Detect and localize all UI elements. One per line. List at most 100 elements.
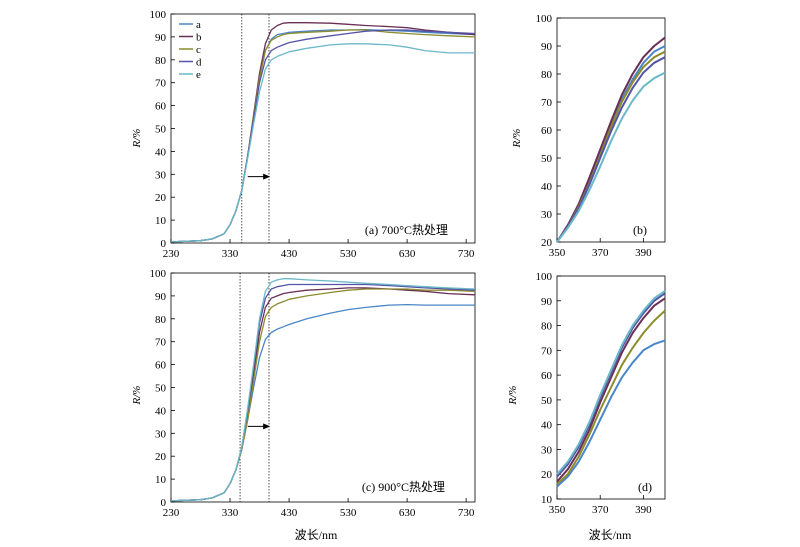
- x-axis-label-right: 波长/nm: [589, 528, 632, 542]
- y-tick-label: 50: [155, 383, 167, 395]
- y-tick-label: 70: [541, 97, 553, 109]
- arrow-head: [263, 173, 271, 180]
- series-line-a: [170, 303, 475, 502]
- series-line-e: [170, 43, 475, 243]
- x-tick-label: 330: [222, 248, 239, 260]
- y-tick-label: 20: [155, 451, 167, 463]
- y-axis-label: R/%: [131, 129, 143, 149]
- y-tick-label: 100: [150, 268, 167, 280]
- y-tick-label: 90: [541, 41, 553, 53]
- series-line-a: [170, 28, 476, 243]
- x-tick-label: 630: [399, 507, 416, 519]
- panel-annotation: (d): [638, 480, 652, 494]
- y-tick-label: 100: [536, 271, 553, 283]
- y-tick-label: 50: [541, 395, 553, 407]
- panel-d-zoom: 350 370 390 10 20 30 40 50 60 70 80 90 100 R/% (d): [507, 271, 666, 516]
- y-tick-label: 30: [155, 169, 167, 181]
- legend-label-e: e: [196, 69, 201, 81]
- y-tick-label: 0: [161, 497, 167, 509]
- panel-annotation: (c) 900°C热处理: [362, 480, 445, 494]
- y-tick-label: 20: [541, 237, 553, 249]
- x-tick-label: 630: [399, 248, 416, 260]
- series-line-b: [556, 297, 666, 483]
- x-tick-label: 330: [222, 507, 239, 519]
- y-tick-label: 40: [155, 405, 167, 417]
- series-line-d: [556, 292, 666, 478]
- y-tick-label: 0: [161, 238, 167, 250]
- y-axis-label: R/%: [511, 129, 523, 149]
- series-line-a: [556, 339, 666, 488]
- x-tick-label: 430: [281, 248, 298, 260]
- x-tick-label: 230: [163, 507, 180, 519]
- y-tick-label: 70: [155, 337, 167, 349]
- legend-label-a: a: [196, 19, 201, 31]
- y-tick-label: 10: [155, 474, 167, 486]
- x-tick-label: 390: [635, 504, 652, 516]
- y-tick-label: 30: [541, 209, 553, 221]
- x-tick-label: 350: [549, 247, 566, 259]
- y-tick-label: 100: [150, 9, 167, 21]
- x-tick-label: 370: [592, 247, 609, 259]
- y-tick-label: 60: [155, 360, 167, 372]
- x-tick-label: 530: [340, 507, 357, 519]
- series-line-c: [556, 309, 666, 485]
- x-tick-label: 350: [549, 504, 566, 516]
- y-tick-label: 70: [155, 78, 167, 90]
- series-line-c: [170, 288, 476, 502]
- y-tick-label: 50: [541, 153, 553, 165]
- panel-a-700c: 230 330 430 530 630 730 0 10 20 30 40 50 60 70 80 90 100…: [131, 9, 476, 260]
- y-tick-label: 60: [155, 101, 167, 113]
- y-tick-label: 90: [541, 296, 553, 308]
- y-tick-label: 30: [155, 428, 167, 440]
- y-tick-label: 20: [541, 469, 553, 481]
- y-axis-label: R/%: [507, 386, 519, 406]
- series-line-d: [556, 56, 666, 243]
- panel-annotation: (a) 700°C热处理: [365, 223, 448, 237]
- x-tick-label: 730: [458, 507, 475, 519]
- y-tick-label: 80: [155, 55, 167, 67]
- x-tick-label: 230: [163, 248, 180, 260]
- y-tick-label: 90: [155, 291, 167, 303]
- plot-frame: [556, 275, 666, 500]
- y-tick-label: 40: [541, 420, 553, 432]
- y-tick-label: 20: [155, 192, 167, 204]
- y-tick-label: 10: [541, 494, 553, 506]
- x-tick-label: 390: [635, 247, 652, 259]
- y-tick-label: 50: [155, 124, 167, 136]
- series-line-d: [170, 29, 476, 243]
- panel-c-900c: 230 330 430 530 630 730 0 10 20 30 40 50 60 70 80 90 100…: [131, 268, 476, 519]
- y-tick-label: 60: [541, 125, 553, 137]
- panel-b-zoom: 350 370 390 20 30 40 50 60 70 80 90 100 R/% (b): [511, 13, 666, 259]
- y-tick-label: 80: [541, 321, 553, 333]
- legend-label-c: c: [196, 44, 201, 56]
- plot-frame: [170, 13, 476, 244]
- y-tick-label: 40: [541, 181, 553, 193]
- x-tick-label: 430: [281, 507, 298, 519]
- series-line-e: [170, 278, 476, 502]
- legend-label-d: d: [196, 57, 202, 69]
- series-line-c: [170, 29, 476, 243]
- x-tick-label: 730: [458, 248, 475, 260]
- y-tick-label: 80: [155, 314, 167, 326]
- series-line-b: [556, 36, 666, 243]
- arrow-head: [263, 423, 271, 430]
- plot-frame: [170, 272, 476, 503]
- legend-label-b: b: [196, 32, 202, 44]
- y-tick-label: 80: [541, 69, 553, 81]
- y-tick-label: 60: [541, 370, 553, 382]
- y-tick-label: 90: [155, 32, 167, 44]
- y-tick-label: 30: [541, 444, 553, 456]
- series-line-b: [170, 22, 476, 243]
- x-tick-label: 370: [592, 504, 609, 516]
- y-tick-label: 10: [155, 215, 167, 227]
- series-line-b: [170, 287, 476, 502]
- panel-annotation: (b): [633, 223, 647, 237]
- series-line-e: [556, 290, 666, 475]
- series-line-e: [556, 71, 666, 243]
- y-axis-label: R/%: [131, 386, 143, 406]
- x-tick-label: 530: [340, 248, 357, 260]
- series-line-d: [170, 283, 476, 502]
- y-tick-label: 40: [155, 146, 167, 158]
- y-tick-label: 100: [536, 13, 553, 25]
